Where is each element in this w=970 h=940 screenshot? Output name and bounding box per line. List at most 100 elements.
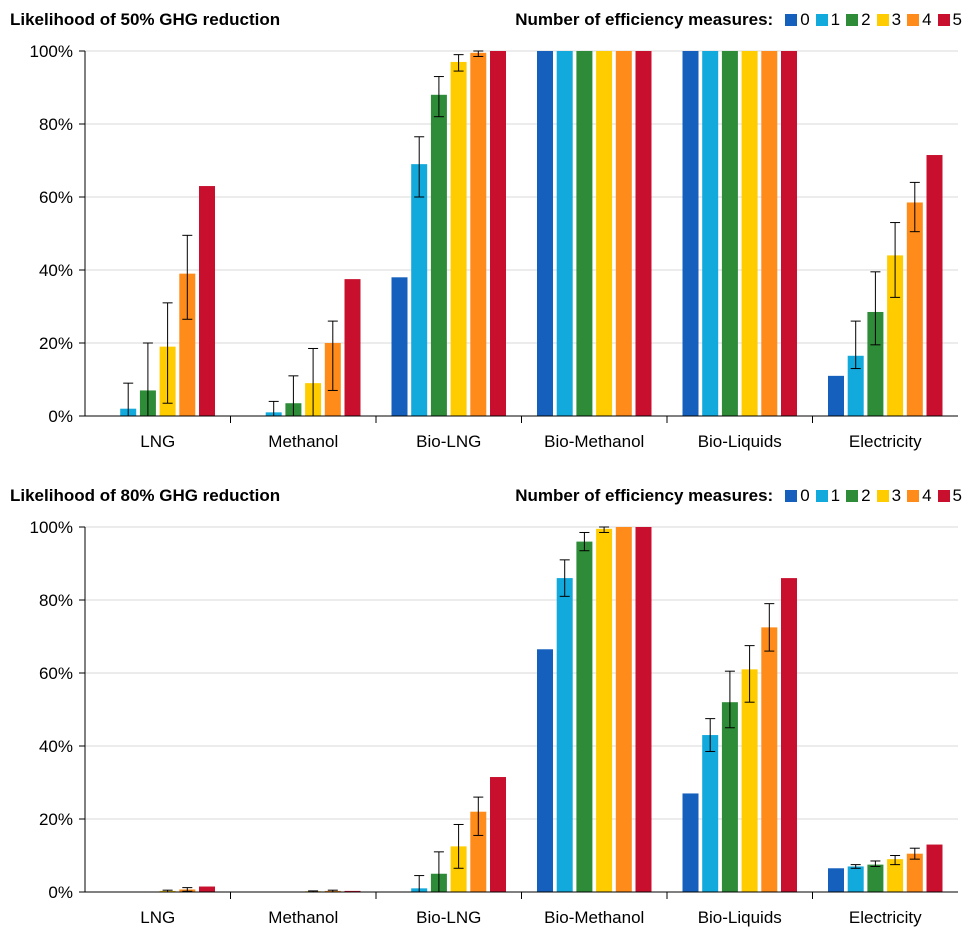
bar-bio-liquids-3: [741, 669, 758, 892]
legend-label: 1: [830, 10, 841, 29]
bar-bio-liquids-5: [781, 578, 797, 892]
bar-electricity-1: [847, 866, 864, 892]
bar-methanol-5: [344, 279, 361, 416]
bar-bio-liquids-1: [702, 735, 719, 892]
bar-electricity-3: [887, 859, 904, 892]
y-tick-label: 0%: [48, 883, 73, 902]
bar-bio-lng-2: [430, 94, 447, 417]
bar-electricity-0: [828, 868, 844, 892]
bar-electricity-2: [867, 864, 884, 892]
legend-item-3: 3: [876, 486, 901, 506]
legend-label: 3: [891, 10, 902, 29]
bar-electricity-0: [828, 375, 844, 416]
legend: Number of efficiency measures: 0 1 2 3 4…: [515, 10, 962, 30]
bar-bio-methanol-0: [537, 51, 553, 416]
legend-swatch: [846, 490, 859, 502]
bar-bio-liquids-3: [741, 51, 758, 416]
bar-electricity-5: [926, 844, 943, 892]
legend-item-1: 1: [815, 486, 840, 506]
y-tick-label: 60%: [39, 188, 73, 207]
y-tick-label: 80%: [39, 591, 73, 610]
legend-label: 2: [861, 10, 871, 29]
x-tick-label: Electricity: [849, 908, 922, 927]
legend-item-0: 0: [785, 486, 810, 506]
legend-label: 4: [922, 10, 932, 29]
bar-bio-liquids-2: [721, 51, 738, 416]
legend-label: 4: [922, 486, 932, 505]
bar-bio-liquids-4: [761, 627, 778, 892]
legend-item-4: 4: [907, 486, 932, 506]
bar-lng-5: [199, 186, 215, 416]
legend-item-0: 0: [785, 10, 810, 30]
legend-title: Number of efficiency measures:: [515, 10, 774, 29]
legend-swatch: [937, 14, 950, 26]
y-tick-label: 100%: [30, 518, 73, 537]
bar-bio-liquids-2: [721, 702, 738, 892]
x-tick-label: Bio-Liquids: [698, 432, 782, 451]
bar-bio-methanol-2: [576, 541, 593, 892]
bar-bio-methanol-0: [537, 649, 553, 892]
bar-lng-4: [179, 273, 196, 416]
y-tick-label: 20%: [39, 334, 73, 353]
bar-electricity-2: [867, 311, 884, 416]
bar-bio-lng-5: [490, 51, 506, 416]
legend-item-5: 5: [937, 486, 962, 506]
legend-swatch: [876, 490, 889, 502]
bar-bio-methanol-1: [556, 578, 573, 892]
bar-bio-methanol-5: [635, 51, 652, 416]
bar-bio-methanol-3: [596, 528, 613, 892]
x-tick-label: Bio-LNG: [416, 432, 481, 451]
legend-swatch: [907, 14, 920, 26]
x-tick-label: LNG: [140, 908, 175, 927]
bar-lng-5: [199, 886, 215, 892]
bar-electricity-4: [906, 202, 923, 416]
legend-swatch: [785, 490, 798, 502]
x-tick-label: LNG: [140, 432, 175, 451]
bar-bio-liquids-4: [761, 51, 778, 416]
bar-methanol-5: [344, 890, 361, 892]
legend-swatch: [937, 490, 950, 502]
chart-panel-50: Likelihood of 50% GHG reduction Number o…: [0, 0, 970, 464]
legend-label: 0: [800, 486, 810, 505]
legend-swatch: [815, 490, 828, 502]
y-tick-label: 80%: [39, 115, 73, 134]
legend-label: 5: [952, 10, 962, 29]
legend-item-4: 4: [907, 10, 932, 30]
bar-chart-50: 0% 20% 40% 60% 80% 100% LNG Methanol Bio-LNG Bio-…: [30, 42, 958, 451]
x-tick-label: Bio-Liquids: [698, 908, 782, 927]
bar-bio-liquids-1: [702, 51, 719, 416]
bar-bio-methanol-4: [615, 527, 632, 892]
y-tick-label: 40%: [39, 737, 73, 756]
bar-bio-lng-0: [391, 277, 408, 416]
legend-item-3: 3: [876, 10, 902, 30]
legend-swatch: [907, 490, 920, 502]
x-tick-label: Bio-Methanol: [544, 432, 644, 451]
y-tick-label: 60%: [39, 664, 73, 683]
bar-bio-methanol-4: [615, 51, 632, 416]
y-tick-label: 100%: [30, 42, 73, 61]
bar-chart-80: 0% 20% 40% 60% 80% 100% LNG Methanol Bio-LNG Bio-…: [30, 518, 958, 927]
bar-bio-lng-4: [470, 52, 487, 416]
x-tick-label: Methanol: [268, 432, 338, 451]
legend-label: 5: [952, 486, 962, 505]
bar-electricity-5: [926, 155, 943, 416]
legend-swatch: [785, 14, 798, 26]
chart-title: Likelihood of 80% GHG reduction: [10, 486, 281, 505]
legend-item-1: 1: [815, 10, 841, 30]
legend-label: 0: [800, 10, 810, 29]
bar-bio-methanol-5: [635, 527, 652, 892]
x-tick-label: Methanol: [268, 908, 338, 927]
x-tick-label: Electricity: [849, 432, 922, 451]
legend-swatch: [815, 14, 828, 26]
bar-electricity-4: [906, 853, 923, 892]
bar-bio-lng-1: [411, 164, 428, 416]
bar-bio-lng-5: [490, 777, 506, 892]
legend: Number of efficiency measures: 0 1 2 3 4…: [515, 486, 962, 506]
chart-title: Likelihood of 50% GHG reduction: [10, 10, 281, 29]
x-tick-label: Bio-Methanol: [544, 908, 644, 927]
chart-panel-80: Likelihood of 80% GHG reduction Number o…: [0, 476, 970, 940]
x-tick-label: Bio-LNG: [416, 908, 481, 927]
bar-bio-lng-3: [450, 846, 467, 892]
bar-bio-liquids-0: [682, 793, 699, 892]
legend-swatch: [846, 14, 859, 26]
